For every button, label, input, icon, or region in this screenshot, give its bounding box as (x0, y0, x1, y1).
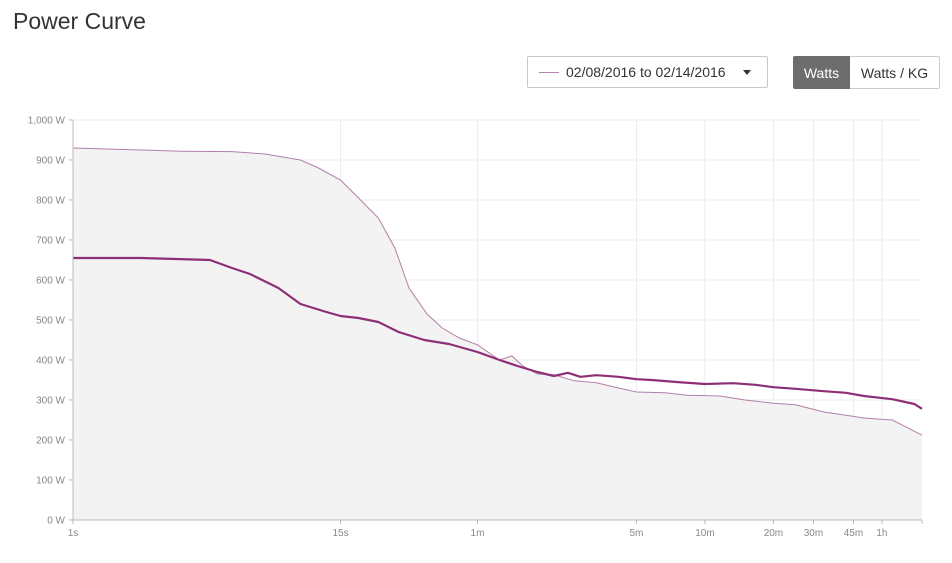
y-tick-label: 900 W (36, 156, 65, 167)
x-tick-label: 1s (68, 528, 79, 539)
y-tick-label: 1,000 W (28, 116, 66, 127)
y-tick-label: 200 W (36, 436, 65, 447)
page-title: Power Curve (13, 8, 146, 34)
x-tick-label: 1h (876, 528, 887, 539)
y-tick-label: 500 W (36, 316, 65, 327)
y-tick-label: 600 W (36, 276, 65, 287)
x-tick-label: 5m (630, 528, 644, 539)
y-tick-label: 800 W (36, 196, 65, 207)
x-tick-label: 10m (695, 528, 714, 539)
x-tick-label: 30m (804, 528, 823, 539)
series-swatch (539, 71, 559, 73)
y-tick-label: 700 W (36, 236, 65, 247)
y-tick-label: 0 W (47, 516, 65, 527)
x-tick-label: 15s (332, 528, 348, 539)
y-tick-label: 400 W (36, 356, 65, 367)
date-range-dropdown[interactable]: 02/08/2016 to 02/14/2016 (527, 56, 768, 88)
unit-toggle: Watts Watts / KG (793, 56, 940, 89)
y-tick-label: 300 W (36, 396, 65, 407)
comparison-area (73, 148, 922, 520)
watts-button[interactable]: Watts (793, 56, 850, 89)
comparison-series-line (72, 147, 923, 436)
caret-down-icon (743, 70, 751, 75)
y-tick-label: 100 W (36, 476, 65, 487)
watts-per-kg-button[interactable]: Watts / KG (850, 56, 940, 89)
x-tick-label: 20m (764, 528, 783, 539)
x-tick-label: 1m (471, 528, 485, 539)
x-tick-label: 45m (844, 528, 863, 539)
date-range-label: 02/08/2016 to 02/14/2016 (566, 64, 726, 80)
current-series-line (73, 256, 923, 410)
